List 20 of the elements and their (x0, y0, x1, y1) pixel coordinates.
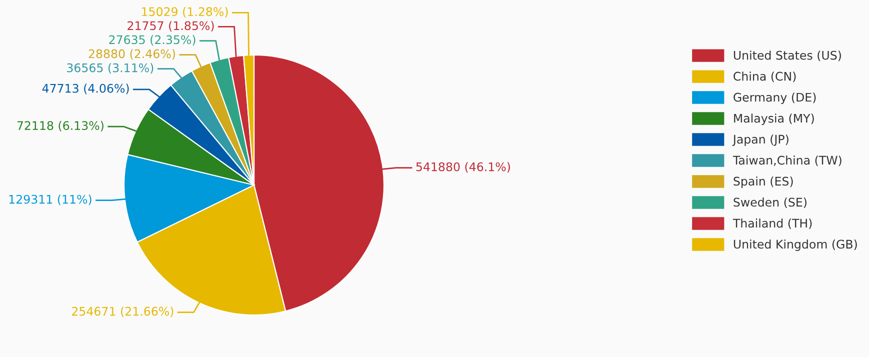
legend-label: Thailand (TH) (732, 218, 812, 230)
data-label: 129311 (11%) (9, 194, 92, 206)
legend-label: Taiwan,China (TW) (732, 156, 842, 166)
data-label: 15029 (1.28%) (142, 6, 228, 18)
legend-label: Germany (DE) (734, 92, 816, 104)
legend-label: Sweden (SE) (734, 198, 806, 208)
data-label: 254671 (21.66%) (72, 306, 174, 318)
data-label: 47713 (4.06%) (42, 84, 129, 94)
legend-label: Malaysia (MY) (734, 114, 814, 125)
data-label: 541880 (46.1%) (416, 162, 510, 173)
legend-label: United Kingdom (GB) (734, 240, 857, 251)
data-label: 21757 (1.85%) (128, 21, 214, 32)
data-label: 27635 (2.35%) (109, 35, 196, 46)
legend-label: China (CN) (734, 72, 796, 82)
legend-label: United States (US) (734, 50, 841, 62)
data-label: 72118 (6.13%) (17, 120, 104, 132)
legend-label: Spain (ES) (734, 176, 793, 188)
legend-label: Japan (JP) (732, 134, 788, 146)
data-label: 36565 (3.11%) (67, 63, 154, 74)
data-label: 28880 (2.46%) (88, 49, 175, 60)
